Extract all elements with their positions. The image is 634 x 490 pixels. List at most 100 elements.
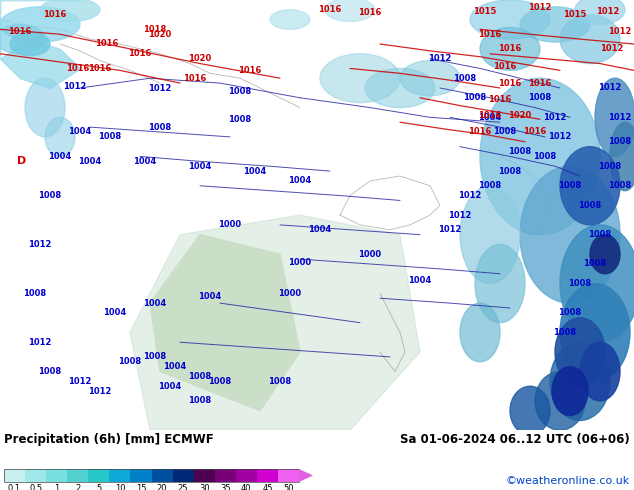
Text: 1018: 1018: [143, 25, 167, 34]
Text: 1008: 1008: [588, 230, 612, 239]
Text: 1008: 1008: [609, 181, 631, 190]
Text: 1016: 1016: [498, 45, 522, 53]
Ellipse shape: [590, 235, 620, 274]
Text: 1016: 1016: [498, 78, 522, 88]
Text: 20: 20: [157, 484, 167, 490]
Text: 1016: 1016: [183, 74, 207, 83]
Text: 1008: 1008: [119, 357, 141, 367]
Bar: [88, 469, 109, 482]
Text: 1008: 1008: [188, 372, 212, 381]
Text: 1016: 1016: [478, 30, 501, 39]
Text: 1015: 1015: [564, 10, 586, 19]
Ellipse shape: [460, 303, 500, 362]
Text: 1004: 1004: [408, 276, 432, 285]
Text: 1008: 1008: [39, 191, 61, 200]
Text: 1012: 1012: [597, 7, 619, 16]
Bar: [109, 469, 131, 482]
Text: 1004: 1004: [188, 162, 212, 171]
Ellipse shape: [510, 386, 550, 435]
Text: 1008: 1008: [598, 162, 621, 171]
Text: 1016: 1016: [523, 127, 547, 137]
Text: 1016: 1016: [95, 40, 119, 49]
Text: 1016: 1016: [43, 10, 67, 19]
Text: 1004: 1004: [103, 308, 127, 318]
Text: 1012: 1012: [429, 54, 451, 63]
Text: 1016: 1016: [67, 64, 89, 73]
Text: 1016: 1016: [528, 78, 552, 88]
Text: 1008: 1008: [479, 181, 501, 190]
Text: 1004: 1004: [308, 225, 332, 234]
Text: 10: 10: [115, 484, 125, 490]
Polygon shape: [150, 235, 300, 411]
Text: 1008: 1008: [148, 122, 172, 132]
Text: 1008: 1008: [559, 308, 581, 318]
Text: 1008: 1008: [228, 87, 252, 97]
Text: 1012: 1012: [608, 27, 631, 36]
Ellipse shape: [580, 342, 620, 401]
Ellipse shape: [520, 7, 590, 42]
Text: 50: 50: [283, 484, 294, 490]
Text: 1012: 1012: [29, 240, 52, 249]
Text: 1012: 1012: [608, 113, 631, 122]
Text: 1020: 1020: [508, 111, 532, 120]
Ellipse shape: [560, 225, 634, 342]
Text: 1004: 1004: [164, 362, 186, 371]
Text: 1016: 1016: [493, 62, 517, 71]
Ellipse shape: [552, 367, 588, 416]
Text: 1008: 1008: [578, 201, 602, 210]
Ellipse shape: [460, 186, 520, 284]
Text: 1016: 1016: [478, 111, 501, 120]
Text: 1012: 1012: [598, 83, 622, 93]
Text: 30: 30: [199, 484, 209, 490]
Bar: [152, 469, 172, 482]
Ellipse shape: [595, 78, 634, 156]
Text: 1000: 1000: [288, 258, 311, 267]
Text: 1000: 1000: [278, 289, 302, 298]
Text: 1008: 1008: [188, 396, 212, 405]
Ellipse shape: [550, 342, 610, 420]
Text: 2: 2: [75, 484, 81, 490]
Text: 5: 5: [96, 484, 101, 490]
Text: 1004: 1004: [133, 157, 157, 166]
Text: 1012: 1012: [148, 84, 172, 94]
Ellipse shape: [10, 32, 50, 56]
Text: 1000: 1000: [219, 220, 242, 229]
Text: 1008: 1008: [528, 93, 552, 102]
Ellipse shape: [560, 147, 620, 225]
Polygon shape: [299, 469, 313, 482]
Text: 0.1: 0.1: [8, 484, 21, 490]
Ellipse shape: [520, 166, 620, 303]
Text: 1016: 1016: [488, 95, 512, 104]
Text: 1012: 1012: [88, 387, 112, 395]
Text: 1020: 1020: [148, 30, 172, 39]
Text: 1015: 1015: [474, 7, 496, 16]
Text: 1008: 1008: [569, 279, 592, 288]
Text: 1012: 1012: [600, 45, 624, 53]
Ellipse shape: [560, 15, 620, 64]
Ellipse shape: [0, 7, 80, 42]
Ellipse shape: [475, 245, 525, 323]
Text: 1008: 1008: [559, 181, 581, 190]
Text: 1004: 1004: [479, 113, 501, 122]
Ellipse shape: [610, 122, 634, 191]
Ellipse shape: [470, 0, 550, 39]
Bar: [4, 469, 299, 482]
Text: 1016: 1016: [238, 66, 262, 75]
Text: 1004: 1004: [79, 157, 101, 166]
Text: 1016: 1016: [8, 27, 32, 36]
Text: 1004: 1004: [143, 298, 167, 308]
Ellipse shape: [45, 117, 75, 156]
Text: 1012: 1012: [543, 113, 567, 122]
Text: 0.5: 0.5: [29, 484, 42, 490]
Text: 15: 15: [136, 484, 146, 490]
Text: 40: 40: [241, 484, 252, 490]
Text: 1008: 1008: [498, 167, 522, 175]
Text: 1008: 1008: [583, 260, 607, 269]
Text: 1008: 1008: [463, 93, 486, 102]
Text: 35: 35: [220, 484, 231, 490]
Text: 45: 45: [262, 484, 273, 490]
Text: 1012: 1012: [29, 338, 52, 347]
Text: 1008: 1008: [39, 367, 61, 376]
Bar: [67, 469, 88, 482]
Bar: [172, 469, 193, 482]
